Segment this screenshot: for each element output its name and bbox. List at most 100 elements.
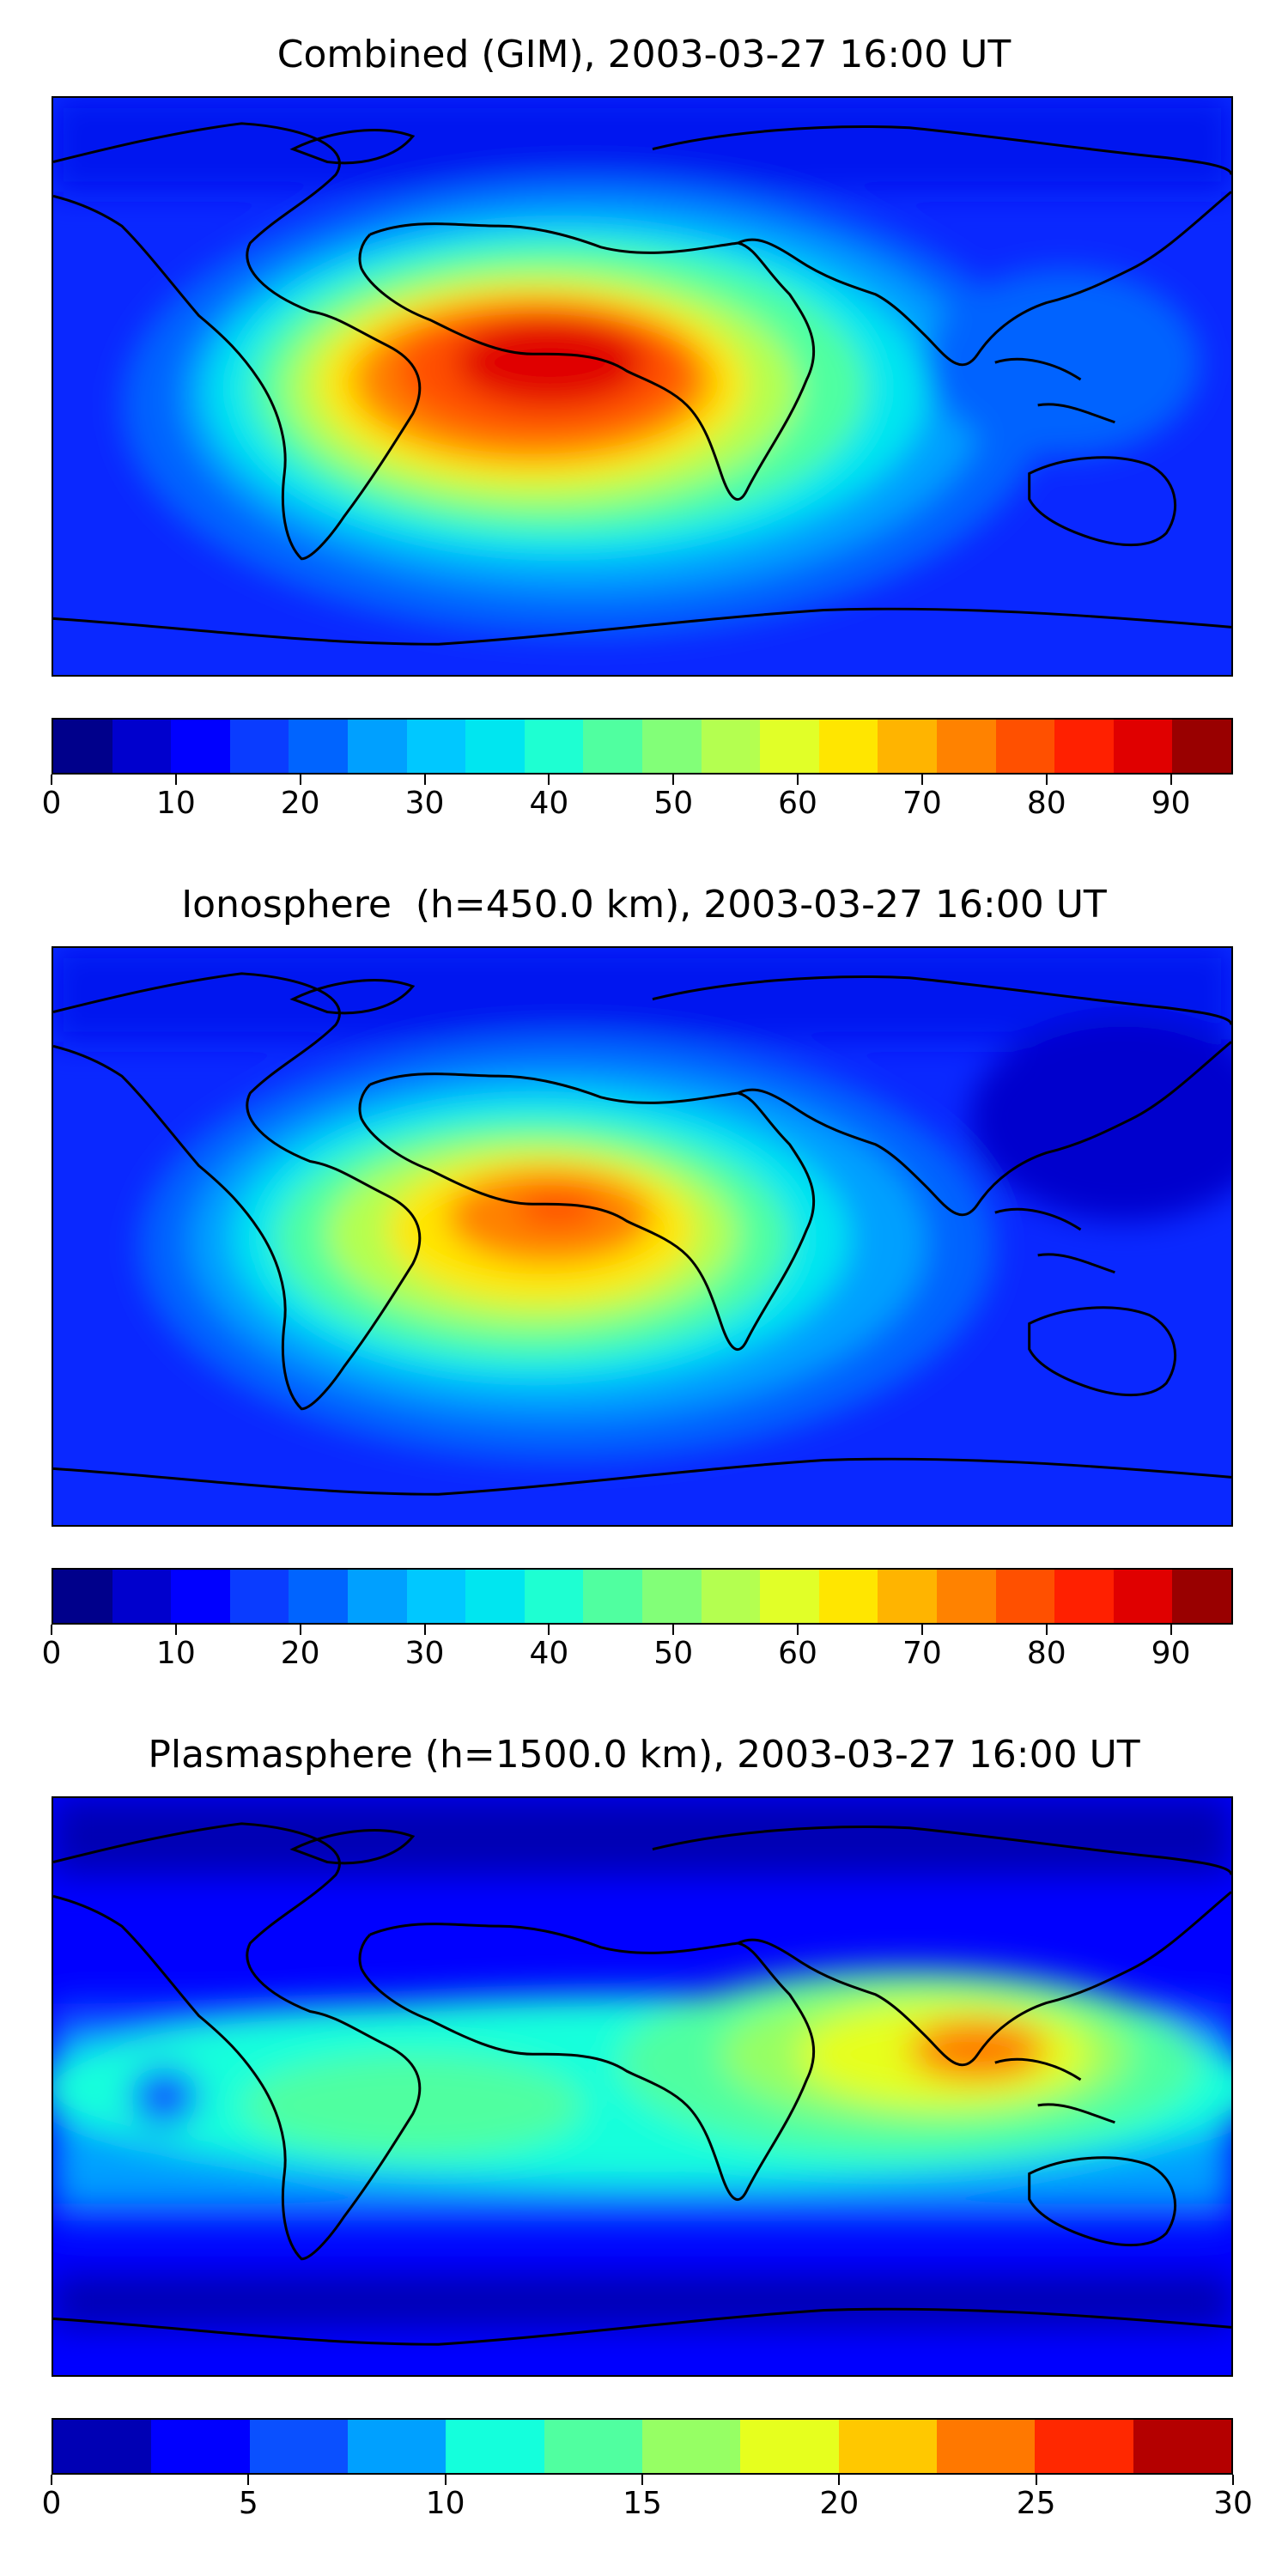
tec-map-ionosphere xyxy=(53,948,1231,1525)
colorbar-combined xyxy=(52,718,1233,775)
colorbar-segment xyxy=(171,720,230,773)
colorbar-segment xyxy=(1035,2420,1133,2473)
colorbar-segment xyxy=(760,720,819,773)
colorbar-segment xyxy=(641,1570,702,1623)
colorbar-segment xyxy=(53,720,112,773)
colorbar-tick-label: 90 xyxy=(1151,786,1191,821)
colorbar-segment xyxy=(249,2420,348,2473)
colorbar-tick-label: 30 xyxy=(404,786,445,821)
colorbar-segment xyxy=(406,720,466,773)
colorbar-tick-label: 90 xyxy=(1151,1636,1191,1671)
colorbar-segment xyxy=(701,720,761,773)
colorbar-segment xyxy=(446,2420,544,2473)
colorbar-segment xyxy=(406,1570,466,1623)
colorbar-tick xyxy=(1232,2475,1234,2485)
colorbar-segment xyxy=(53,2420,152,2473)
colorbar-tick xyxy=(548,1625,550,1635)
colorbar-tick-label: 70 xyxy=(902,786,942,821)
colorbar-segment xyxy=(112,720,172,773)
colorbar-tick xyxy=(920,1625,923,1635)
colorbar-tick-label: 10 xyxy=(155,786,196,821)
colorbar-tick xyxy=(174,775,177,785)
colorbar-tick xyxy=(548,775,550,785)
colorbar-segment xyxy=(1113,720,1173,773)
colorbar-segment xyxy=(878,1570,937,1623)
colorbar-tick-label: 80 xyxy=(1026,786,1066,821)
map-plasmasphere xyxy=(52,1796,1233,2377)
colorbar-ticks-combined: 0 10 20 30 40 50 60 70 80 90 xyxy=(42,775,1233,821)
colorbar-segment xyxy=(171,1570,230,1623)
tec-map-plasmasphere xyxy=(53,1798,1231,2375)
colorbar-segment xyxy=(347,2420,447,2473)
colorbar-tick xyxy=(247,2475,250,2485)
colorbar-tick-label: 20 xyxy=(819,2486,860,2521)
colorbar-tick xyxy=(423,775,426,785)
colorbar-tick xyxy=(51,1625,52,1635)
colorbar-segment xyxy=(1172,1570,1231,1623)
colorbar-tick-label: 20 xyxy=(280,1636,320,1671)
colorbar-tick xyxy=(51,2475,52,2485)
colorbar-tick-label: 60 xyxy=(778,786,817,821)
colorbar-tick xyxy=(920,775,923,785)
colorbar-segment xyxy=(53,1570,112,1623)
colorbar-tick xyxy=(1035,2475,1037,2485)
colorbar-segment xyxy=(1133,2420,1231,2473)
colorbar-tick-label: 25 xyxy=(1016,2486,1056,2521)
map-ionosphere xyxy=(52,946,1233,1527)
colorbar-tick-label: 10 xyxy=(155,1636,196,1671)
colorbar-segment xyxy=(583,1570,642,1623)
colorbar-tick xyxy=(672,775,675,785)
colorbar-segment xyxy=(524,720,584,773)
colorbar-tick xyxy=(174,1625,177,1635)
colorbar-segment xyxy=(524,1570,584,1623)
colorbar-segment xyxy=(112,1570,172,1623)
map-title: Ionosphere (h=450.0 km), 2003-03-27 16:0… xyxy=(181,883,1107,927)
colorbar-tick-label: 70 xyxy=(902,1636,942,1671)
colorbar-tick xyxy=(641,2475,643,2485)
colorbar-ticks-ionosphere: 0 10 20 30 40 50 60 70 80 90 xyxy=(42,1625,1233,1671)
colorbar-segment xyxy=(289,1570,348,1623)
colorbar-tick xyxy=(1045,1625,1048,1635)
colorbar-segment xyxy=(229,1570,289,1623)
colorbar-segment xyxy=(838,2420,937,2473)
colorbar-segment xyxy=(701,1570,761,1623)
colorbar-tick xyxy=(423,1625,426,1635)
colorbar-segment xyxy=(995,720,1055,773)
colorbar-tick-label: 80 xyxy=(1026,1636,1066,1671)
coastlines xyxy=(53,972,1231,1496)
colorbar-segment xyxy=(936,2420,1036,2473)
map-title: Plasmasphere (h=1500.0 km), 2003-03-27 1… xyxy=(148,1733,1140,1777)
colorbar-ionosphere xyxy=(52,1568,1233,1625)
colorbar-tick xyxy=(797,1625,799,1635)
colorbar-tick xyxy=(1170,1625,1172,1635)
colorbar-tick xyxy=(299,1625,301,1635)
colorbar-ticks-plasmasphere: 0 5 10 15 20 25 30 xyxy=(42,2475,1253,2521)
colorbar-tick xyxy=(797,775,799,785)
tec-map-combined xyxy=(53,98,1231,675)
coastlines xyxy=(53,122,1231,646)
colorbar-segment xyxy=(818,1570,878,1623)
colorbar-segment xyxy=(583,720,642,773)
colorbar-tick-label: 40 xyxy=(529,1636,569,1671)
colorbar-segment xyxy=(818,720,878,773)
colorbar-segment xyxy=(229,720,289,773)
colorbar-segment xyxy=(995,1570,1055,1623)
colorbar-segment xyxy=(760,1570,819,1623)
colorbar-segment xyxy=(740,2420,839,2473)
colorbar-tick xyxy=(444,2475,447,2485)
colorbar-tick-label: 5 xyxy=(238,2486,258,2521)
colorbar-segment xyxy=(544,2420,642,2473)
colorbar-tick-label: 60 xyxy=(778,1636,817,1671)
map-title: Combined (GIM), 2003-03-27 16:00 UT xyxy=(276,33,1012,76)
colorbar-tick-label: 0 xyxy=(41,1636,62,1671)
colorbar-tick xyxy=(51,775,52,785)
colorbar-tick xyxy=(1045,775,1048,785)
colorbar-segment xyxy=(289,720,348,773)
colorbar-tick-label: 20 xyxy=(280,786,320,821)
colorbar-segment xyxy=(465,720,525,773)
colorbar-tick-label: 50 xyxy=(653,1636,694,1671)
colorbar-tick-label: 40 xyxy=(529,786,569,821)
colorbar-segment xyxy=(878,720,937,773)
colorbar-tick-label: 0 xyxy=(41,2486,62,2521)
colorbar-tick-label: 10 xyxy=(425,2486,465,2521)
